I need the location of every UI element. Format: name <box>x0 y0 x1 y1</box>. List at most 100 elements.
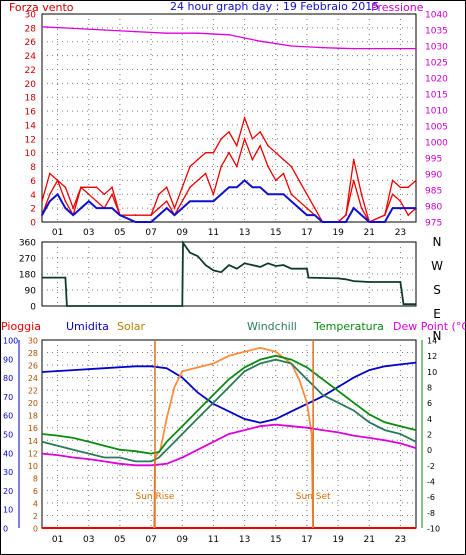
temp-y-tick-label: -10 <box>427 525 440 534</box>
wind-series <box>41 26 417 223</box>
data-point <box>150 221 152 223</box>
pressure-y-tick-label: 1030 <box>425 43 448 53</box>
data-point <box>282 172 285 175</box>
legend-label: Windchill <box>247 320 297 333</box>
data-point <box>259 144 262 147</box>
legend-label: Umidita <box>66 320 109 333</box>
data-point <box>72 214 74 216</box>
temp-y-tick-label: 12 <box>427 352 437 361</box>
data-point <box>111 186 113 189</box>
bottom-legend: Pioggia Umidita Solar Windchill Temperatura D… <box>1 320 466 333</box>
pioggia-y-tick-label: 80 <box>3 374 13 383</box>
data-point <box>56 179 59 182</box>
wind-axis-label: Forza vento <box>9 1 74 14</box>
wind-x-tick-label: 15 <box>270 228 281 238</box>
pressure-y-tick-label: 1015 <box>425 91 448 101</box>
data-point <box>352 158 355 161</box>
data-point <box>384 214 386 216</box>
temp-y-tick-label: 2 <box>427 431 432 440</box>
data-point <box>150 214 152 216</box>
data-point <box>290 165 293 168</box>
data-point <box>407 207 410 209</box>
data-point <box>134 221 137 223</box>
sun-annotations: Sun Rise Sun Set <box>135 340 331 528</box>
data-point <box>220 165 222 168</box>
data-point <box>158 207 160 209</box>
data-point <box>88 193 90 196</box>
temp-series <box>41 346 417 529</box>
wind-y-tick-label: 8 <box>30 163 36 173</box>
data-point <box>189 186 191 189</box>
temp-x-tick-label: 23 <box>395 535 406 545</box>
wind-x-tick-label: 19 <box>332 228 344 238</box>
data-point <box>352 179 355 182</box>
data-point <box>41 26 43 28</box>
wind-x-tick-label: 17 <box>301 228 312 238</box>
data-point <box>360 207 363 209</box>
pressure-y-tick-label: 995 <box>425 155 442 165</box>
data-point <box>220 193 222 196</box>
data-point <box>259 40 262 42</box>
pressure-axis-label: Pressione <box>371 1 424 14</box>
wind-y-tick-label: 28 <box>25 24 37 34</box>
series-line-pressione <box>41 26 416 50</box>
wind-x-tick-label: 23 <box>395 228 406 238</box>
data-point <box>49 193 51 196</box>
data-point <box>165 186 168 189</box>
wind-plot-frame <box>41 13 417 223</box>
solar-y-tick-label: 22 <box>28 387 38 396</box>
data-point <box>41 214 43 216</box>
pioggia-y-tick-label: 10 <box>3 506 13 515</box>
temp-x-tick-label: 05 <box>114 535 125 545</box>
data-point <box>72 27 74 30</box>
data-point <box>197 32 199 34</box>
direction-y-ticks: 0 90 180 270 360 <box>19 239 36 313</box>
series-line-temperatura <box>41 354 417 455</box>
sun-marker-label: Sun Set <box>296 492 331 502</box>
data-point <box>189 200 191 202</box>
data-point <box>399 200 402 202</box>
solar-y-tick-label: 16 <box>28 424 38 433</box>
data-point <box>337 47 339 49</box>
data-point <box>197 200 199 202</box>
temp-y-tick-label: 6 <box>427 399 432 408</box>
pressure-y-tick-label: 1035 <box>425 27 448 37</box>
data-point <box>243 179 246 182</box>
wind-y-tick-label: 14 <box>25 121 37 131</box>
data-point <box>103 29 106 31</box>
data-point <box>352 47 355 50</box>
data-point <box>345 214 347 216</box>
temp-x-tick-label: 01 <box>52 535 63 545</box>
data-point <box>298 200 300 202</box>
temp-y-tick-label: 10 <box>427 368 437 377</box>
legend-label: Solar <box>117 320 146 333</box>
wind-x-tick-label: 01 <box>52 228 63 238</box>
data-point <box>267 144 269 147</box>
data-point <box>204 151 207 154</box>
wind-x-tick-label: 05 <box>114 228 125 238</box>
temp-y-tick-label: 8 <box>427 384 432 393</box>
pressure-y-tick-label: 980 <box>425 203 442 213</box>
data-point <box>103 207 106 209</box>
data-point <box>337 221 339 223</box>
temp-y-tick-label: -4 <box>427 478 435 487</box>
data-point <box>173 214 176 216</box>
direction-y-tick-label: 270 <box>19 255 36 265</box>
wind-y-tick-label: 22 <box>25 66 36 76</box>
data-point <box>181 200 184 202</box>
temp-y-tick-label: 14 <box>427 337 437 346</box>
series-line-umidita <box>41 361 417 424</box>
data-point <box>236 165 238 168</box>
solar-y-tick-label: 24 <box>28 374 38 383</box>
wind-y-tick-label: 30 <box>25 11 37 21</box>
temp-x-tick-label: 13 <box>239 535 250 545</box>
data-point <box>111 193 113 196</box>
data-point <box>415 47 417 50</box>
data-point <box>88 200 90 202</box>
compass-label: N <box>433 235 442 249</box>
solar-y-tick-label: 20 <box>28 399 38 408</box>
pioggia-y-tick-label: 100 <box>3 337 18 346</box>
